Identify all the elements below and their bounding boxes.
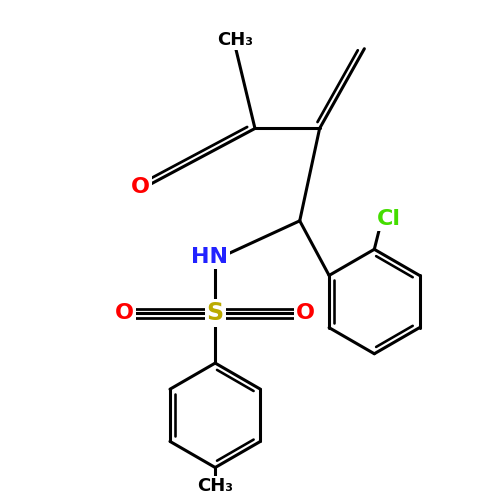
Text: CH₃: CH₃ xyxy=(217,31,253,49)
Text: Cl: Cl xyxy=(377,210,401,230)
Text: O: O xyxy=(296,303,315,323)
Text: O: O xyxy=(115,303,134,323)
Text: S: S xyxy=(206,301,224,325)
Text: O: O xyxy=(131,177,150,197)
Text: HN: HN xyxy=(190,247,228,267)
Text: CH₃: CH₃ xyxy=(197,477,233,495)
